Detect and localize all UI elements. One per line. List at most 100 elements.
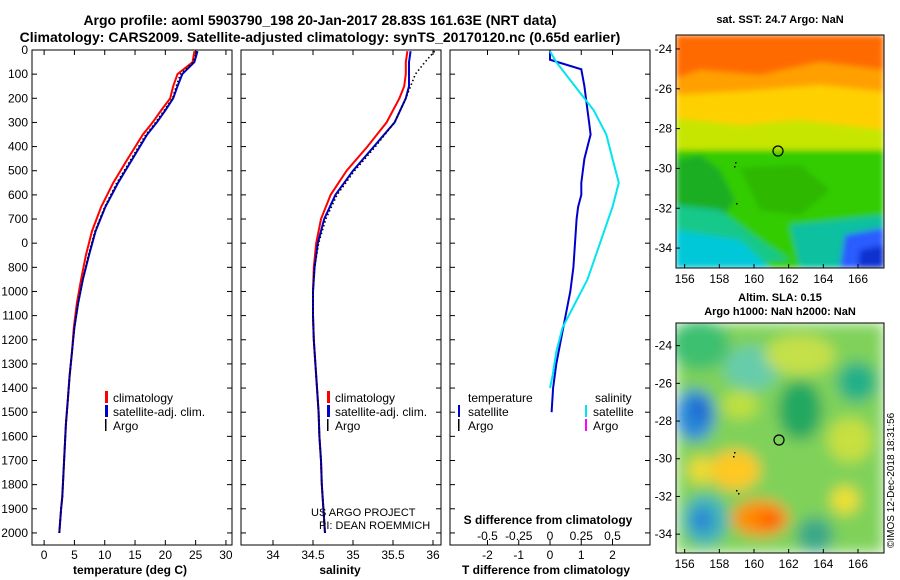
map-x-tick-label: 156 — [675, 557, 695, 571]
x-tick-label: 0 — [547, 548, 554, 562]
map-y-tick-label: -32 — [655, 201, 673, 215]
depth-tick-label: 700 — [8, 212, 28, 226]
profile-line-argo — [312, 50, 436, 533]
map-y-tick-label: -24 — [655, 339, 673, 353]
map-x-tick-label: 160 — [744, 557, 764, 571]
depth-tick-label: 0 — [21, 236, 28, 250]
map-x-tick-label: 156 — [675, 272, 695, 286]
legend-swatch-satellite-sal — [327, 405, 330, 417]
map-y-tick-label: -34 — [655, 241, 673, 255]
map-y-tick-label: -24 — [655, 42, 673, 56]
depth-tick-label: 1700 — [1, 453, 28, 467]
depth-tick-label: 1400 — [1, 381, 28, 395]
depth-tick-label: 1300 — [1, 357, 28, 371]
legend-label-argo-sal: Argo — [335, 419, 361, 433]
legend-label-s-argo: Argo — [593, 419, 619, 433]
x-tick-label: 34 — [266, 548, 280, 562]
legend-swatch-s-satellite — [585, 405, 587, 417]
x-tick-label: 30 — [219, 548, 233, 562]
salinity-axis-title: salinity — [319, 563, 361, 577]
s-diff-tick-label: 0.5 — [604, 529, 621, 543]
legend-swatch-s-argo — [585, 419, 587, 431]
x-tick-label: -1 — [513, 548, 524, 562]
x-tick-label: 35 — [346, 548, 360, 562]
argo-float-marker-sst — [772, 145, 784, 157]
depth-tick-label: 400 — [8, 140, 28, 154]
x-tick-label: 1 — [578, 548, 585, 562]
map-y-tick-label: -28 — [655, 122, 673, 136]
legend-label-t-argo: Argo — [468, 419, 494, 433]
legend-swatch-satellite — [105, 405, 108, 417]
map-x-tick-label: 166 — [848, 272, 868, 286]
map-y-tick-label: -26 — [655, 376, 673, 390]
project-credit: US ARGO PROJECT — [311, 507, 416, 519]
depth-tick-label: 100 — [8, 67, 28, 81]
map-y-tick-label: -32 — [655, 489, 673, 503]
salinity-legend: climatology satellite-adj. clim. Argo — [327, 391, 427, 433]
profile-line-satellite-adj-clim- — [312, 51, 412, 533]
legend-swatch-argo-sal — [327, 419, 329, 431]
x-tick-label: 15 — [128, 548, 142, 562]
argo-float-marker-sla — [773, 434, 785, 446]
x-tick-label: 10 — [98, 548, 112, 562]
temperature-legend: climatology satellite-adj. clim. Argo — [105, 391, 205, 433]
legend-swatch-t-argo — [458, 419, 460, 431]
legend-title-salinity: salinity — [595, 391, 632, 405]
map-x-tick-label: 162 — [779, 557, 799, 571]
x-tick-label: 0 — [41, 548, 48, 562]
legend-swatch-climatology — [105, 391, 108, 403]
temperature-panel-frame — [31, 49, 233, 546]
s-difference-axis-title: S difference from climatology — [464, 513, 633, 527]
map-x-tick-label: 160 — [744, 272, 764, 286]
map-y-tick-label: -28 — [655, 414, 673, 428]
legend-label-climatology: climatology — [113, 391, 173, 405]
map-x-tick-label: 166 — [848, 557, 868, 571]
s-diff-tick-label: -0.5 — [477, 529, 498, 543]
difference-legend: temperature salinity satellite Argo sate… — [458, 391, 634, 433]
depth-tick-label: 1200 — [1, 333, 28, 347]
map-sst-title: sat. SST: 24.7 Argo: NaN — [716, 14, 844, 26]
depth-tick-label: 200 — [8, 91, 28, 105]
s-diff-tick-label: 0.25 — [570, 529, 594, 543]
s-diff-tick-label: 0 — [547, 529, 554, 543]
legend-label-climatology-sal: climatology — [335, 391, 395, 405]
depth-tick-label: 1500 — [1, 405, 28, 419]
profile-line-satellite-adj-clim- — [58, 50, 199, 533]
x-tick-label: 35.5 — [381, 548, 405, 562]
legend-label-satellite-sal: satellite-adj. clim. — [335, 405, 427, 419]
map-y-tick-label: -30 — [655, 452, 673, 466]
sla-map — [676, 323, 884, 553]
temperature-axis-title: temperature (deg C) — [73, 563, 187, 577]
depth-tick-label: 600 — [8, 188, 28, 202]
t-difference-axis-title: T difference from climatology — [462, 563, 630, 577]
legend-label-t-satellite: satellite — [468, 405, 509, 419]
depth-tick-label: 1900 — [1, 502, 28, 516]
depth-tick-label: 1800 — [1, 478, 28, 492]
sst-map-frame — [675, 34, 885, 269]
pi-credit: PI: DEAN ROEMMICH — [319, 520, 430, 532]
sst-map — [676, 35, 884, 268]
x-tick-label: 5 — [71, 548, 78, 562]
profile-line-argo — [58, 50, 198, 533]
x-tick-label: 34.5 — [301, 548, 325, 562]
map-y-tick-label: -34 — [655, 527, 673, 541]
map-x-tick-label: 162 — [779, 272, 799, 286]
depth-tick-label: 300 — [8, 115, 28, 129]
depth-tick-label: 1600 — [1, 429, 28, 443]
map-sla-title-2: Argo h1000: NaN h2000: NaN — [704, 306, 856, 318]
title-line-1: Argo profile: aoml 5903790_198 20-Jan-20… — [83, 12, 557, 28]
difference-panel-frame — [449, 49, 651, 546]
legend-swatch-climatology-sal — [327, 391, 330, 403]
depth-tick-label: 0 — [21, 43, 28, 57]
s-diff-tick-label: -0.25 — [505, 529, 533, 543]
map-x-tick-label: 158 — [709, 557, 729, 571]
map-x-tick-label: 164 — [813, 272, 833, 286]
legend-title-temperature: temperature — [468, 391, 533, 405]
sla-map-frame — [675, 322, 885, 554]
map-sla-title-1: Altim. SLA: 0.15 — [738, 292, 822, 304]
map-x-tick-label: 158 — [709, 272, 729, 286]
map-y-tick-label: -26 — [655, 82, 673, 96]
map-x-tick-label: 164 — [813, 557, 833, 571]
depth-tick-label: 800 — [8, 260, 28, 274]
